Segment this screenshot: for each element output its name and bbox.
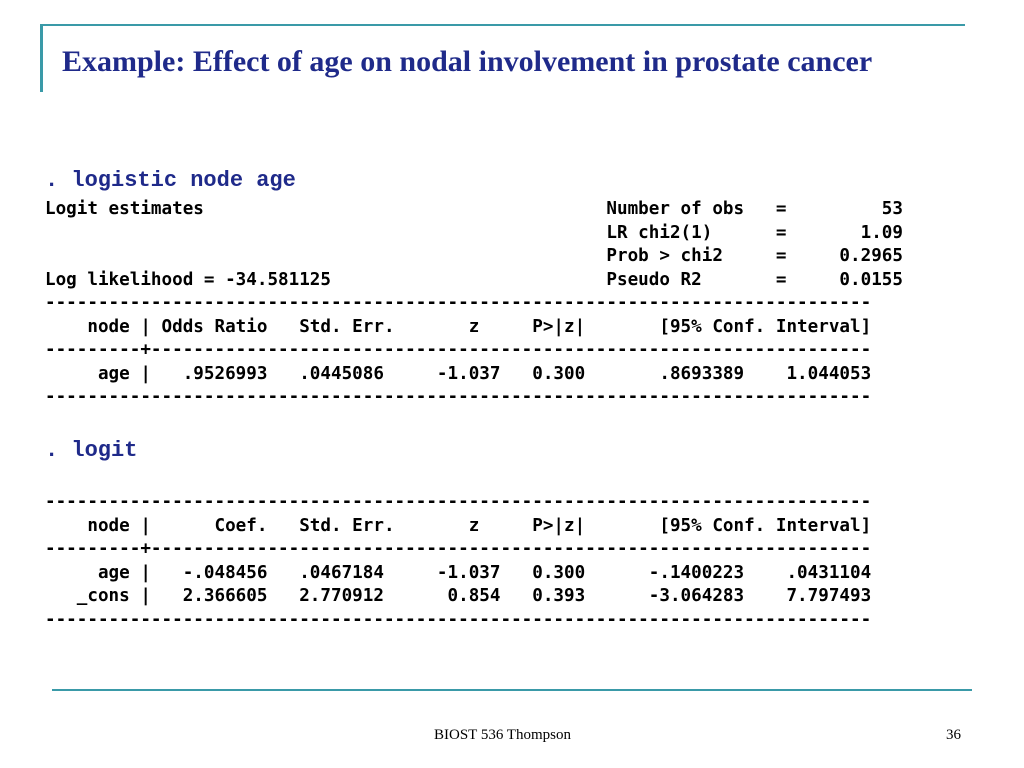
- output-divider: ----------------------------------------…: [45, 387, 872, 407]
- table-header-row: node | Odds Ratio Std. Err. z P>|z| [95%…: [45, 316, 872, 337]
- output-divider: ---------+------------------------------…: [45, 539, 872, 559]
- title-accent-top-rule: [43, 24, 965, 26]
- output-divider: ----------------------------------------…: [45, 492, 872, 512]
- stata-command-logit: . logit: [45, 438, 138, 463]
- output-line: Logit estimates Number of obs = 53: [45, 199, 903, 219]
- output-line: Prob > chi2 = 0.2965: [45, 246, 903, 266]
- footer-text: BIOST 536 Thompson: [434, 727, 571, 743]
- table-row-age: age | .9526993 .0445086 -1.037 0.300 .86…: [45, 363, 872, 384]
- output-divider: ----------------------------------------…: [45, 609, 872, 630]
- page-number: 36: [946, 727, 961, 743]
- slide-title: Example: Effect of age on nodal involvem…: [62, 45, 873, 78]
- footer-rule: [52, 689, 972, 691]
- table-row-age: age | -.048456 .0467184 -1.037 0.300 -.1…: [45, 562, 872, 583]
- title-accent-vertical-rule: [40, 24, 43, 92]
- table-header-row: node | Coef. Std. Err. z P>|z| [95% Conf…: [45, 515, 872, 536]
- output-line: Log likelihood = -34.581125 Pseudo R2 = …: [45, 269, 903, 290]
- output-divider: ---------+------------------------------…: [45, 340, 872, 360]
- stata-command-logistic: . logistic node age: [45, 168, 296, 193]
- output-divider: ----------------------------------------…: [45, 293, 872, 313]
- table-row-cons: _cons | 2.366605 2.770912 0.854 0.393 -3…: [45, 586, 872, 606]
- output-line: LR chi2(1) = 1.09: [45, 222, 903, 243]
